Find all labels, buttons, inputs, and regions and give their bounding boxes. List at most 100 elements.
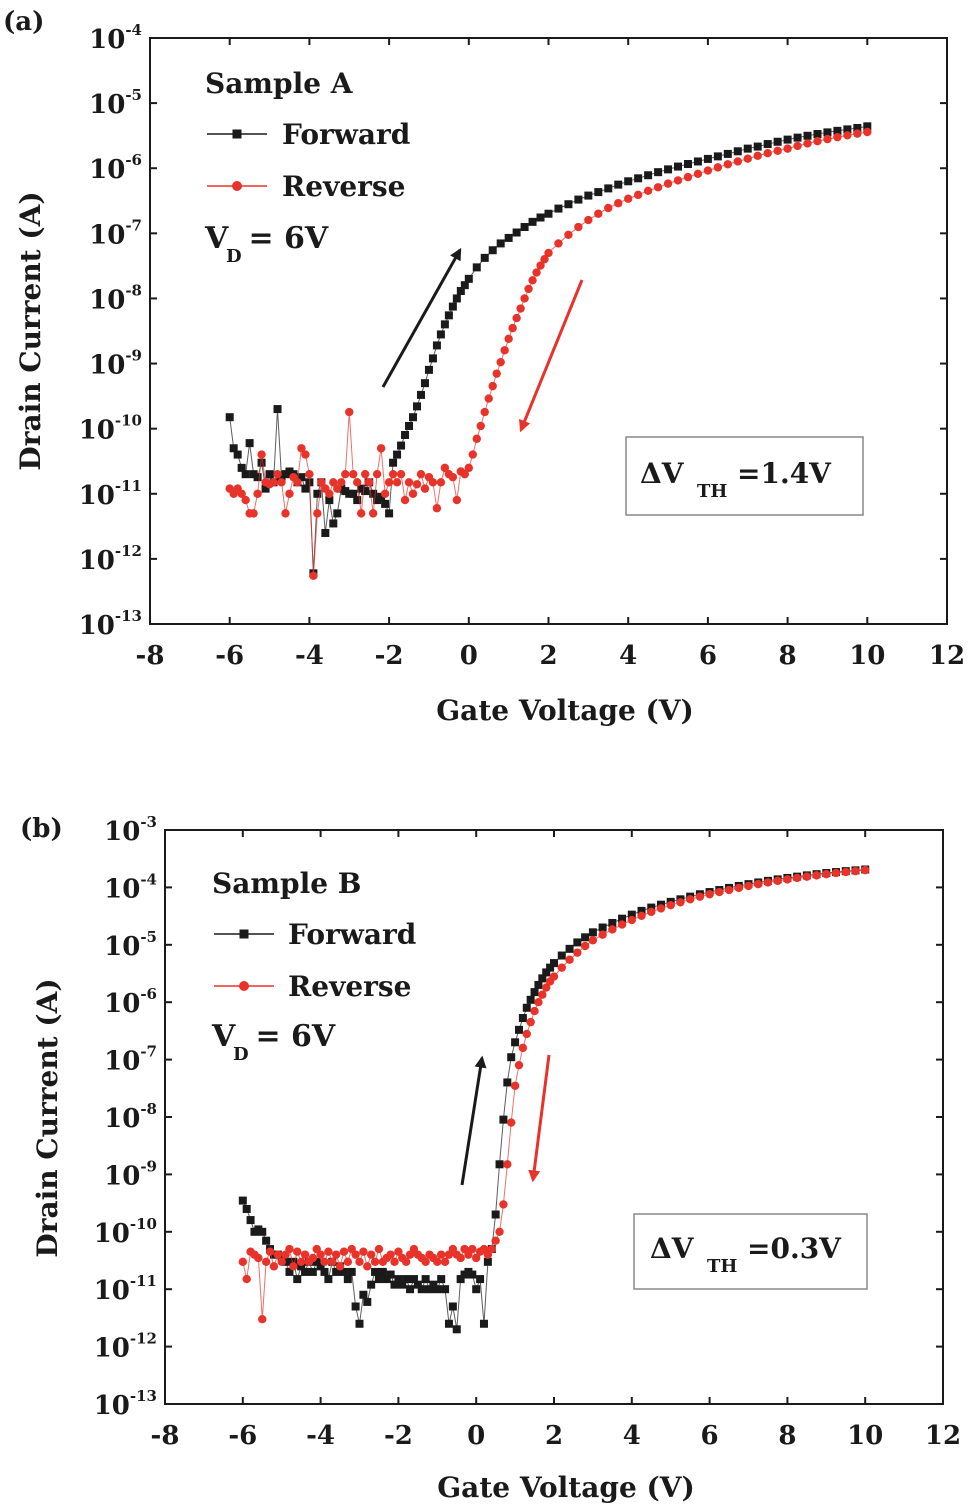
data-point-reverse-a (337, 478, 346, 487)
data-point-reverse-b (328, 1257, 337, 1267)
data-point-reverse-b (573, 948, 582, 957)
y-axis-label-b: Drain Current (A) (31, 978, 64, 1257)
forward-sweep-arrow-a (381, 247, 462, 388)
data-point-reverse-b (831, 868, 841, 878)
data-point-forward-a (644, 171, 653, 180)
y-tick-label-a: 10-6 (89, 151, 142, 185)
data-point-forward-b (503, 1078, 512, 1087)
data-point-forward-b (374, 1275, 383, 1284)
data-point-reverse-a (412, 480, 422, 489)
data-point-reverse-b (405, 1250, 415, 1259)
data-point-reverse-b (705, 890, 714, 899)
data-point-reverse-b (343, 1257, 353, 1267)
data-point-forward-a (233, 450, 242, 459)
plot-area-b: -8 -6 -4 -2 0 2 4 6 8 10 12 10-3 10-4 10-5 10-6 10-7 10-… (94, 813, 961, 1451)
delta-vth-value-a: =1.4V (737, 457, 832, 490)
data-point-reverse-a (763, 149, 772, 158)
data-point-forward-a (245, 439, 254, 448)
data-point-reverse-a (464, 463, 473, 473)
data-point-forward-a (664, 165, 673, 174)
delta-vth-box-a: ΔV TH =1.4V (625, 436, 864, 516)
data-point-reverse-b (366, 1250, 376, 1259)
data-point-forward-a (713, 152, 722, 161)
data-point-forward-b (246, 1216, 255, 1225)
data-point-forward-b (468, 1270, 477, 1279)
bias-main-a: V (204, 221, 229, 256)
x-tick-label-b: 4 (623, 1421, 641, 1451)
data-point-forward-b (332, 1267, 341, 1276)
data-point-forward-b (608, 918, 617, 927)
data-point-reverse-b (754, 879, 763, 889)
data-point-reverse-b (503, 1160, 512, 1169)
data-point-reverse-a (400, 495, 410, 505)
data-point-reverse-b (522, 1029, 531, 1039)
data-point-reverse-b (542, 983, 551, 992)
legend-reverse-label-b: Reverse (288, 970, 412, 1003)
data-point-reverse-b (518, 1043, 528, 1053)
data-point-reverse-b (374, 1244, 384, 1254)
x-tick-label-b: -4 (306, 1421, 335, 1451)
x-tick-label-a: 6 (699, 641, 717, 671)
data-point-reverse-a (643, 186, 653, 196)
data-point-reverse-b (460, 1244, 469, 1254)
data-point-forward-a (393, 450, 402, 459)
data-point-forward-a (329, 519, 338, 528)
y-tick-label-b: 10-9 (104, 1157, 157, 1191)
data-point-reverse-a (368, 509, 378, 518)
reverse-sweep-arrow-a (519, 279, 584, 433)
data-point-reverse-b (685, 895, 695, 904)
data-point-reverse-a (360, 469, 370, 479)
data-point-forward-a (594, 188, 603, 197)
data-point-forward-b (546, 963, 555, 972)
data-point-forward-a (448, 302, 457, 311)
data-point-reverse-b (378, 1257, 388, 1267)
data-point-reverse-a (516, 304, 525, 313)
data-point-reverse-b (627, 915, 636, 925)
data-point-forward-b (359, 1290, 368, 1299)
data-point-reverse-a (388, 469, 398, 479)
data-point-forward-a (420, 379, 429, 388)
data-point-forward-b (293, 1275, 302, 1284)
data-point-forward-b (382, 1275, 391, 1284)
data-point-reverse-a (773, 146, 782, 156)
data-point-forward-b (522, 1003, 531, 1012)
data-point-forward-a (297, 473, 306, 482)
data-point-forward-b (262, 1236, 271, 1245)
data-point-forward-b (538, 974, 547, 983)
data-point-reverse-a (313, 509, 322, 518)
legend-forward-b: Forward (214, 918, 416, 951)
data-point-reverse-b (273, 1250, 283, 1259)
data-point-forward-b (476, 1275, 485, 1284)
data-point-reverse-b (538, 990, 547, 999)
x-tick-label-a: 8 (779, 641, 797, 671)
data-point-forward-b (343, 1275, 352, 1284)
plot-area-a: -8 -6 -4 -2 0 2 4 6 8 10 12 10-4 10-5 10-6 10-7 10-8 10-… (79, 21, 965, 671)
data-point-reverse-a (512, 313, 521, 323)
data-point-forward-b (242, 1204, 251, 1213)
x-tick-label-b: 0 (467, 1421, 485, 1451)
y-tick-label-b: 10-5 (104, 928, 157, 962)
data-point-reverse-a (853, 129, 862, 138)
data-point-reverse-a (257, 450, 266, 459)
data-point-reverse-a (349, 469, 358, 479)
data-point-reverse-a (524, 284, 533, 294)
data-point-forward-b (573, 938, 582, 947)
data-point-forward-b (542, 968, 551, 977)
data-point-reverse-b (331, 1250, 341, 1259)
data-point-forward-a (428, 354, 437, 363)
y-tick-label-a: 10-12 (79, 542, 142, 576)
data-point-forward-b (511, 1038, 520, 1047)
data-point-reverse-a (317, 478, 326, 487)
data-point-forward-a (385, 509, 394, 518)
data-point-forward-a (574, 195, 583, 204)
data-point-forward-a (321, 528, 330, 537)
data-point-forward-a (773, 137, 782, 146)
data-point-reverse-a (504, 334, 513, 343)
data-point-forward-b (378, 1267, 387, 1276)
data-point-reverse-a (713, 163, 723, 172)
data-point-forward-a (753, 142, 762, 151)
data-point-forward-b (448, 1302, 457, 1311)
data-point-reverse-a (492, 369, 501, 378)
data-point-reverse-a (520, 294, 529, 303)
data-point-reverse-a (833, 132, 842, 142)
